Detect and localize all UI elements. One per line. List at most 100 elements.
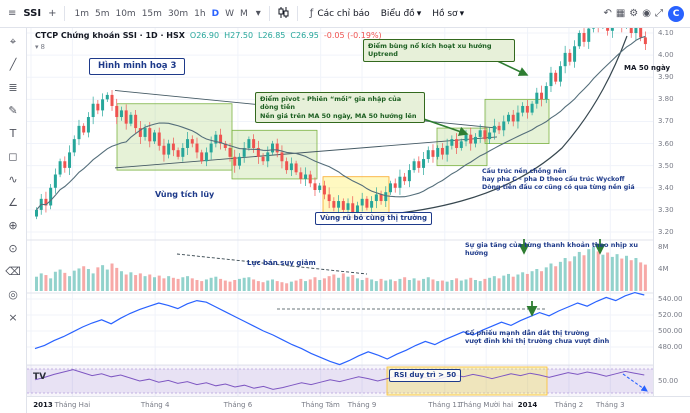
candle [294, 163, 298, 173]
zoom-icon[interactable]: ⊕ [8, 219, 18, 232]
leader-note[interactable]: Cổ phiếu mạnh dẫn dắt thị trường vượt đỉ… [465, 329, 609, 346]
settings-icon[interactable]: ⚙ [629, 8, 639, 19]
candle [91, 103, 95, 118]
candle [591, 28, 595, 29]
legend-close: C26.95 [290, 31, 319, 40]
timeframe-1m[interactable]: 1m [74, 8, 89, 19]
indicator-legend[interactable]: ▾ 8 [35, 43, 45, 51]
add-symbol-icon[interactable]: + [48, 8, 57, 19]
candle [610, 28, 614, 31]
tradingview-logo[interactable]: TV [33, 372, 47, 382]
time-scale[interactable]: 2013 Tháng Hai Tháng 4 Tháng 6 Tháng Tám Thán… [27, 396, 690, 413]
axis-tick-label: 500.00 [658, 327, 683, 335]
volume-bar [620, 258, 624, 291]
candle [110, 94, 114, 106]
volume-bar [492, 276, 496, 291]
indicators-button[interactable]: ƒ Các chỉ báo [304, 5, 374, 22]
candle [190, 139, 194, 144]
candle [393, 183, 397, 188]
axis-tick-label: 3.90 [658, 73, 674, 82]
crosshair-icon[interactable]: ⌖ [9, 34, 17, 48]
timeframe-10m[interactable]: 10m [115, 8, 136, 19]
volume-bar [563, 258, 567, 291]
legend-low: L26.85 [258, 31, 286, 40]
volume-bar [327, 276, 331, 291]
legend-high: H27.50 [224, 31, 254, 40]
timeframe-W[interactable]: W [225, 8, 234, 19]
candle [521, 105, 525, 113]
wyckoff-note[interactable]: Cấu trúc nền chồng nền hay pha C - pha D… [482, 168, 635, 193]
volume-bar [360, 280, 364, 291]
volume-bar [285, 283, 289, 291]
accumulation-label[interactable]: Vùng tích lũy [155, 190, 215, 199]
measure-icon[interactable]: ∠ [8, 196, 18, 209]
show-hide-icon[interactable]: ◎ [8, 288, 18, 301]
axis-tick-label: 4.10 [658, 29, 674, 37]
menu-icon[interactable]: ≡ [8, 8, 17, 19]
candle [540, 92, 544, 100]
snapshot-icon[interactable]: ◉ [642, 8, 651, 19]
candle [247, 139, 251, 148]
timeframe-15m[interactable]: 15m [141, 8, 162, 19]
candle [214, 134, 218, 144]
candle [341, 201, 345, 210]
axis-tick-label: 3.60 [658, 139, 674, 148]
chevron-down-icon[interactable]: ▾ [255, 8, 261, 19]
candle [275, 143, 279, 153]
price-scale[interactable]: 4.10 4.00 3.90 3.80 3.70 3.60 3.50 3.40 3.30 3.20… [653, 28, 690, 397]
magnet-icon[interactable]: ⊙ [8, 242, 18, 255]
pattern-icon[interactable]: ∿ [8, 173, 18, 186]
undo-icon[interactable]: ↶ [603, 8, 612, 19]
volume-bar [412, 278, 416, 291]
volume-bar [516, 274, 520, 291]
eraser-icon[interactable]: ⌫ [5, 265, 21, 278]
volume-bar [313, 277, 317, 291]
pivot-callout-line1: Điểm pivot - Phiên “mồi” gia nhập của dò… [260, 95, 402, 112]
rsi-note[interactable]: RSI duy trì > 50 [389, 369, 462, 383]
volume-bar [204, 279, 208, 291]
candle [223, 143, 227, 148]
breakout-callout[interactable]: Điểm bùng nổ kích hoạt xu hướng Uptrend [363, 39, 515, 62]
liquidity-label[interactable]: Sự gia tăng của từng thanh khoản theo nh… [465, 241, 638, 258]
symbol-legend[interactable]: CTCP Chứng khoán SSI · 1D · HSX O26.90 H… [35, 31, 382, 40]
shapes-icon[interactable]: ◻ [8, 150, 18, 163]
chevron-down-icon: ▾ [416, 8, 422, 19]
candle [634, 28, 638, 33]
timeframe-30m[interactable]: 30m [167, 8, 189, 19]
candle [53, 174, 57, 188]
ma50-label[interactable]: MA 50 ngày [624, 64, 671, 72]
shakeout-label[interactable]: Vùng rũ bỏ cùng thị trường [315, 212, 433, 226]
text-icon[interactable]: T [9, 127, 17, 140]
volume-bar [634, 258, 638, 291]
candle [577, 33, 581, 47]
timeframe-5m[interactable]: 5m [94, 8, 110, 19]
candle [313, 183, 317, 190]
remove-drawings-icon[interactable]: × [8, 311, 18, 324]
illustration-title[interactable]: Hình minh hoạ 3 [89, 58, 186, 76]
volume-bar [308, 279, 312, 291]
layout-grid-icon[interactable]: ▦ [615, 8, 626, 19]
trendline-icon[interactable]: ╱ [9, 58, 17, 71]
brush-icon[interactable]: ✎ [8, 104, 18, 117]
chart-type-candles-icon[interactable] [276, 6, 291, 22]
pivot-callout[interactable]: Điểm pivot - Phiên “mồi” gia nhập của dò… [255, 92, 425, 124]
account-avatar[interactable]: C [668, 5, 684, 22]
candle [507, 114, 510, 122]
fib-retracement-icon[interactable]: ≣ [8, 81, 18, 94]
index-line [34, 291, 645, 366]
fullscreen-icon[interactable]: ⤢ [655, 8, 663, 19]
candle [478, 130, 482, 137]
timeframe-1h[interactable]: 1h [194, 8, 206, 19]
volume-bar [554, 266, 558, 291]
timeframe-D[interactable]: D [211, 8, 220, 19]
timeframe-M[interactable]: M [240, 8, 248, 19]
indicators-fx-icon: ƒ [309, 8, 314, 19]
rsi-line [34, 369, 645, 390]
axis-tick-label: 8M [658, 243, 669, 251]
candle [143, 128, 147, 137]
selling-pressure-label[interactable]: Lực bán suy giảm [247, 259, 316, 267]
templates-button[interactable]: Biểu đồ ▾ [377, 7, 426, 21]
symbol-search-button[interactable]: SSI [23, 8, 42, 19]
profile-button[interactable]: Hồ sơ ▾ [428, 7, 468, 21]
chart-canvas[interactable] [27, 28, 654, 397]
